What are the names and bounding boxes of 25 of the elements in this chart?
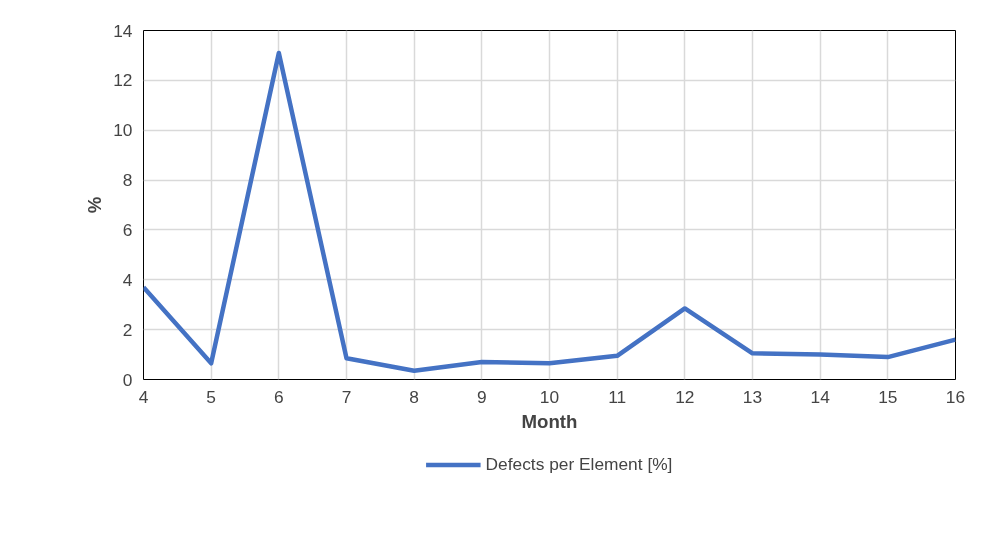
x-tick-label: 13 <box>742 386 763 407</box>
line-series <box>143 50 956 374</box>
y-tick-label: 2 <box>122 319 133 340</box>
x-tick-label: 15 <box>878 386 898 407</box>
x-tick-label: 7 <box>341 386 352 407</box>
y-tick-label: 12 <box>113 70 133 91</box>
x-tick-label: 10 <box>539 386 560 407</box>
y-tick-label: 4 <box>122 269 133 290</box>
x-axis-title: Month <box>521 410 578 432</box>
x-tick-label: 16 <box>945 386 966 407</box>
legend-label: Defects per Element [%] <box>485 453 673 475</box>
x-tick-label: 14 <box>810 386 831 407</box>
y-tick-label: 10 <box>113 120 133 141</box>
y-tick-label: 6 <box>122 219 133 240</box>
y-tick-label: 8 <box>122 170 133 191</box>
x-tick-label: 8 <box>409 386 419 407</box>
x-tick-label: 12 <box>675 386 695 407</box>
y-tick-label: 0 <box>122 369 133 390</box>
y-tick-label: 14 <box>113 20 133 41</box>
x-tick-label: 6 <box>274 386 284 407</box>
x-tick-label: 11 <box>608 386 627 407</box>
x-tick-label: 9 <box>477 386 487 407</box>
x-tick-label: 5 <box>206 386 216 407</box>
y-axis-title: % <box>84 196 106 214</box>
x-tick-label: 4 <box>138 386 149 407</box>
